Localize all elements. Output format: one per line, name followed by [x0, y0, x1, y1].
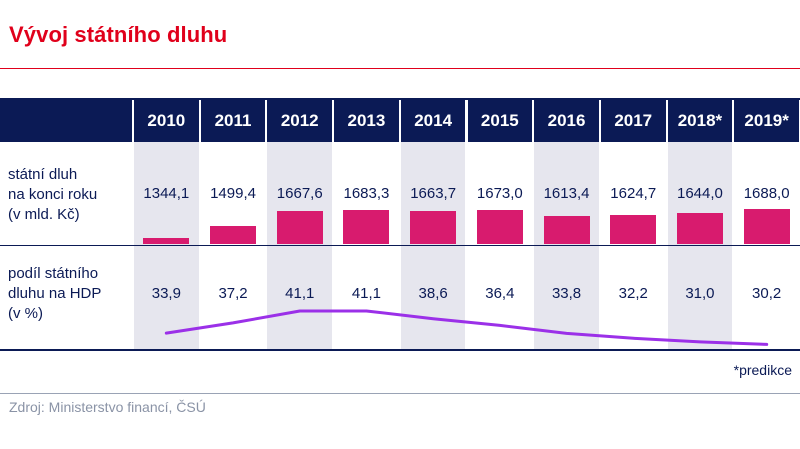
debt-bar	[543, 215, 590, 244]
ratio-value-label: 41,1	[351, 285, 382, 302]
debt-value-label: 1613,4	[543, 185, 590, 202]
row-label-ratio-line: (v %)	[8, 305, 43, 322]
ratio-value-label: 33,8	[551, 285, 582, 302]
year-header: 2011	[200, 100, 266, 142]
chart-title: Vývoj státního dluhu	[9, 22, 228, 47]
prediction-note: *predikce	[733, 362, 792, 378]
ratio-value-label: 36,4	[485, 285, 515, 302]
debt-bar	[476, 210, 523, 244]
debt-value-label: 1663,7	[410, 185, 457, 202]
row-label-debt: státní dluh na konci roku (v mld. Kč)	[8, 165, 97, 225]
header-empty-cell	[0, 100, 132, 142]
row-divider	[0, 245, 800, 246]
debt-bar	[276, 210, 323, 244]
debt-bar	[410, 211, 457, 244]
year-header: 2014	[400, 100, 466, 142]
debt-value-label: 1644,0	[676, 185, 723, 202]
ratio-value-label: 41,1	[285, 285, 315, 302]
row-label-debt-line: (v mld. Kč)	[8, 206, 80, 223]
row-label-debt-line: na konci roku	[8, 186, 98, 203]
debt-bar	[343, 209, 390, 244]
ratio-value-label: 37,2	[218, 285, 248, 302]
debt-bar	[210, 226, 257, 244]
debt-value-label: 1667,6	[276, 185, 323, 202]
column-background	[134, 142, 199, 350]
column-background	[667, 142, 733, 350]
debt-bar	[676, 213, 723, 244]
ratio-series-line	[164, 309, 769, 346]
ratio-value-label: 31,0	[685, 285, 715, 302]
year-header-row: 2010 2011 2012 2013 2014 2015 2016 2017 2018* 201…	[0, 100, 800, 142]
year-header: 2016	[534, 100, 599, 142]
table-bottom-line	[0, 349, 800, 351]
debt-value-label: 1688,0	[743, 185, 790, 202]
row-label-ratio: podíl státního dluhu na HDP (v %)	[8, 264, 101, 324]
year-header: 2013	[334, 100, 399, 142]
debt-value-label: 1499,4	[210, 185, 256, 202]
ratio-value-label: 30,2	[752, 285, 782, 302]
year-header: 2015	[467, 100, 533, 142]
year-header: 2012	[267, 100, 333, 142]
debt-value-label: 1673,0	[476, 185, 523, 202]
source-text: Zdroj: Ministerstvo financí, ČSÚ	[9, 399, 206, 415]
row-label-ratio-line: podíl státního	[8, 265, 99, 282]
debt-value-label: 1344,1	[143, 185, 190, 202]
row-label-debt-line: státní dluh	[8, 166, 78, 183]
column-background	[534, 142, 599, 350]
ratio-value-label: 33,9	[151, 285, 181, 302]
year-header: 2017	[600, 100, 666, 142]
debt-bar	[143, 238, 190, 244]
debt-value-label: 1683,3	[343, 185, 390, 202]
year-header: 2010	[134, 100, 199, 142]
row-label-ratio-line: dluhu na HDP	[8, 285, 102, 302]
debt-value-label: 1624,7	[610, 185, 657, 202]
ratio-value-label: 38,6	[418, 285, 448, 302]
ratio-value-label: 32,2	[618, 285, 648, 302]
title-divider	[0, 68, 800, 69]
footer-divider	[0, 393, 800, 394]
year-header: 2018*	[667, 100, 733, 142]
debt-bar	[743, 209, 790, 244]
debt-bar	[610, 214, 657, 244]
year-header: 2019*	[734, 100, 799, 142]
header-top-line	[0, 98, 800, 100]
